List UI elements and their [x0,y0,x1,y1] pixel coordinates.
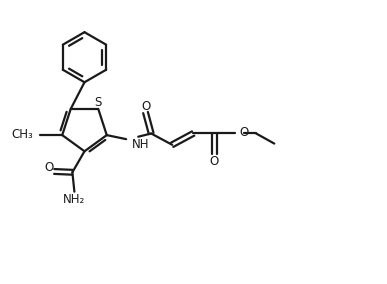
Text: O: O [44,161,53,174]
Text: O: O [141,99,150,112]
Text: NH: NH [132,138,150,151]
Text: CH₃: CH₃ [12,128,34,141]
Text: O: O [239,126,248,139]
Text: O: O [209,155,219,168]
Text: S: S [94,96,102,109]
Text: NH₂: NH₂ [63,193,86,206]
